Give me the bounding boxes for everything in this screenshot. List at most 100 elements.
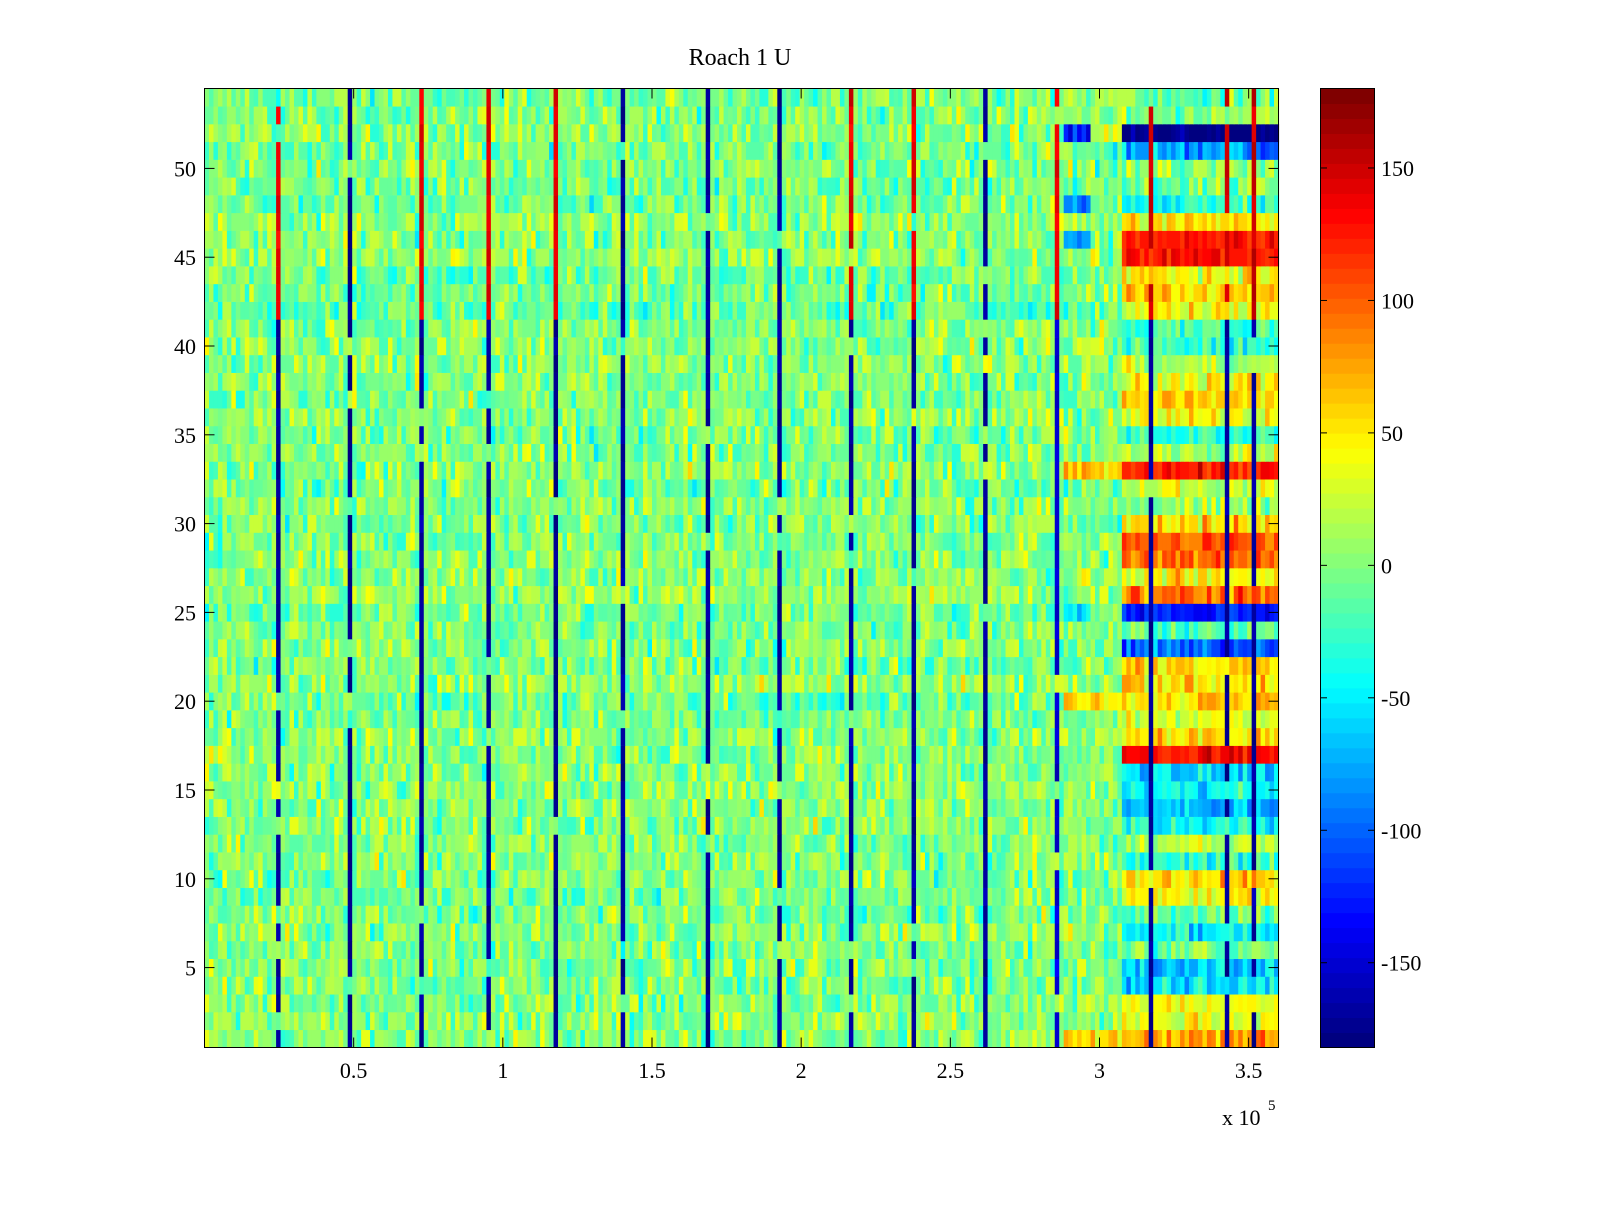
heatmap-cell — [235, 994, 241, 1013]
heatmap-cell — [481, 745, 488, 764]
heatmap-cell — [1032, 994, 1038, 1013]
heatmap-cell — [562, 727, 568, 746]
heatmap-cell — [1005, 887, 1011, 906]
heatmap-cell — [584, 763, 590, 782]
heatmap-cell — [361, 816, 367, 835]
heatmap-cell — [316, 869, 322, 888]
heatmap-cell — [1032, 781, 1038, 800]
heatmap-cell — [965, 852, 971, 871]
heatmap-cell — [549, 940, 555, 960]
heatmap-cell — [1274, 905, 1280, 924]
heatmap-cell — [956, 923, 962, 942]
heatmap-cell — [1233, 727, 1239, 746]
heatmap-cell — [1045, 923, 1051, 942]
heatmap-cell — [329, 1029, 335, 1048]
heatmap-cell — [674, 745, 680, 764]
heatmap-cell — [1157, 781, 1163, 800]
heatmap-cell — [1148, 852, 1154, 871]
heatmap-cell — [1229, 763, 1235, 782]
heatmap-cell — [562, 887, 568, 906]
heatmap-cell — [575, 1011, 581, 1031]
heatmap-cell — [723, 905, 729, 924]
heatmap-cell — [960, 869, 966, 888]
heatmap-cell — [647, 727, 653, 746]
heatmap-cell — [1095, 798, 1101, 817]
heatmap-cell — [714, 923, 720, 942]
heatmap-cell — [356, 923, 362, 942]
heatmap-cell — [660, 923, 667, 942]
heatmap-cell — [289, 763, 295, 782]
heatmap-cell — [473, 692, 479, 711]
heatmap-cell — [271, 692, 277, 711]
heatmap-cell — [222, 958, 228, 977]
heatmap-cell — [589, 710, 595, 729]
heatmap-cell — [1180, 905, 1186, 924]
heatmap-cell — [638, 781, 644, 800]
heatmap-cell — [499, 710, 505, 729]
heatmap-cell — [893, 958, 899, 977]
heatmap-cell — [361, 834, 367, 853]
heatmap-cell — [938, 852, 944, 871]
heatmap-cell — [428, 692, 434, 711]
heatmap-cell — [1117, 869, 1123, 888]
heatmap-cell — [316, 834, 322, 853]
heatmap-cell — [549, 869, 555, 888]
heatmap-cell — [1139, 940, 1145, 960]
heatmap-cell — [822, 958, 828, 977]
heatmap-cell — [285, 674, 291, 693]
heatmap-cell — [1010, 710, 1016, 729]
heatmap-cell — [947, 887, 953, 906]
heatmap-cell — [786, 976, 792, 995]
heatmap-cell — [1099, 905, 1105, 924]
heatmap-cell — [450, 905, 456, 924]
heatmap-cell — [777, 976, 783, 995]
heatmap-cell — [781, 994, 787, 1013]
heatmap-cell — [1010, 869, 1016, 888]
heatmap-cell — [235, 887, 241, 906]
heatmap-cell — [1224, 887, 1230, 906]
heatmap-cell — [790, 994, 796, 1013]
heatmap-cell — [1027, 869, 1033, 888]
heatmap-cell — [271, 834, 277, 853]
heatmap-cell — [414, 887, 420, 906]
heatmap-cell — [1135, 976, 1141, 995]
heatmap-cells — [204, 88, 1280, 1048]
heatmap-cell — [831, 674, 837, 693]
heatmap-cell — [213, 834, 219, 853]
heatmap-cell — [226, 852, 232, 871]
heatmap-cell — [790, 958, 796, 977]
heatmap-cell — [889, 887, 895, 906]
heatmap-cell — [513, 781, 519, 800]
heatmap-cell — [634, 958, 640, 977]
heatmap-cell — [258, 798, 264, 817]
heatmap-cell — [311, 816, 317, 835]
heatmap-cell — [844, 798, 850, 817]
heatmap-cell — [213, 710, 219, 729]
heatmap-cell — [705, 905, 711, 924]
heatmap-cell — [728, 674, 734, 693]
heatmap-cell — [1175, 887, 1181, 906]
heatmap-cell — [334, 905, 340, 924]
heatmap-cell — [1005, 994, 1011, 1013]
heatmap-cell — [620, 834, 626, 853]
heatmap-cell — [1242, 763, 1248, 782]
heatmap-cell — [786, 1011, 792, 1031]
heatmap-cell — [611, 852, 617, 871]
heatmap-cell — [629, 976, 635, 995]
heatmap-cell — [687, 905, 693, 924]
heatmap-cell — [678, 745, 684, 764]
heatmap-cell — [1220, 1029, 1226, 1048]
heatmap-cell — [620, 710, 626, 729]
heatmap-cell — [611, 798, 617, 817]
heatmap-cell — [660, 905, 667, 924]
heatmap-cell — [410, 887, 416, 906]
heatmap-cell — [1193, 958, 1199, 977]
heatmap-cell — [1274, 887, 1280, 906]
heatmap-cell — [1256, 692, 1262, 711]
heatmap-cell — [647, 976, 653, 995]
heatmap-cell — [853, 674, 859, 693]
heatmap-cell — [504, 745, 510, 764]
heatmap-cell — [1099, 1029, 1105, 1048]
heatmap-cell — [741, 674, 747, 693]
heatmap-cell — [1211, 994, 1217, 1013]
